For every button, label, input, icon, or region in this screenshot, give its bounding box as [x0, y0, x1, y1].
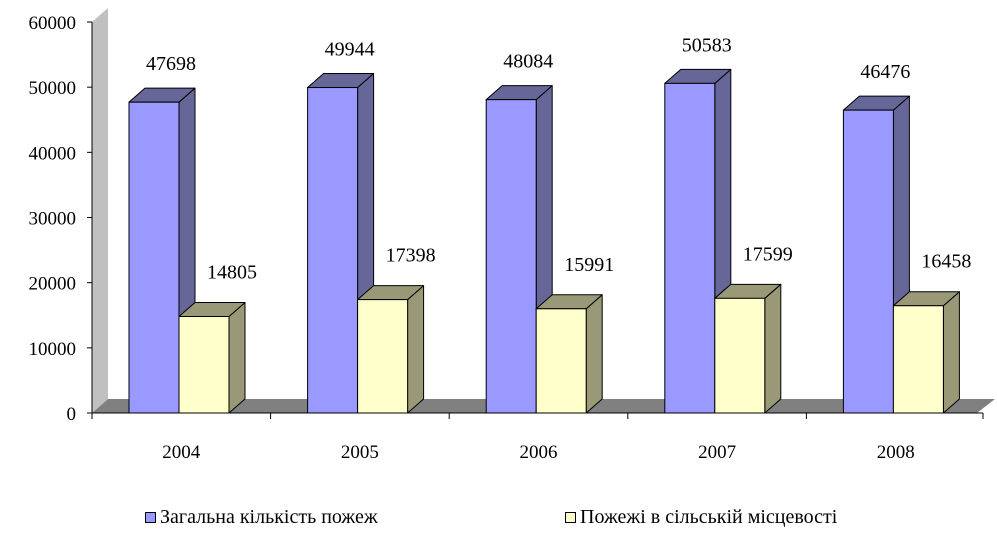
bar-front-face [178, 316, 230, 414]
data-label-total-fires: 47698 [146, 53, 196, 75]
chart-axes: 0 10000 20000 30000 40000 50000 60000 2004 2005 2… [29, 13, 984, 463]
data-label-total-fires: 49944 [325, 39, 375, 61]
bar-rural-fires-2007 [714, 283, 782, 414]
bar-front-face [357, 299, 409, 414]
x-tick-label: 2005 [341, 442, 379, 463]
y-tick-label: 60000 [29, 13, 77, 34]
data-label-rural-fires: 17398 [386, 245, 436, 267]
chart-labels: 47698 14805 49944 17398 48084 15991 50583 17599… [146, 34, 971, 283]
x-tick-label: 2007 [698, 442, 736, 463]
bar-front-face [714, 297, 766, 414]
x-tick-label: 2006 [520, 442, 558, 463]
data-label-rural-fires: 17599 [743, 243, 793, 265]
bar-front-face [842, 109, 894, 414]
x-tick-label: 2004 [162, 442, 201, 463]
y-tick-label: 10000 [29, 339, 77, 360]
bar-side-face [407, 285, 425, 414]
bar-front-face [892, 305, 944, 414]
bar-front-face [128, 101, 180, 414]
chart-bars [128, 68, 960, 414]
data-label-total-fires: 50583 [682, 34, 732, 56]
data-label-total-fires: 48084 [503, 51, 553, 73]
data-label-rural-fires: 16458 [921, 251, 971, 273]
side-wall [92, 8, 108, 413]
bar-side-face [228, 302, 246, 414]
data-label-rural-fires: 14805 [207, 262, 257, 284]
y-tick-label: 20000 [29, 274, 77, 295]
bar-front-face [664, 82, 716, 414]
bar-rural-fires-2005 [357, 285, 425, 414]
bar-rural-fires-2008 [892, 291, 960, 414]
y-tick-label: 50000 [29, 78, 77, 99]
legend-item-total-fires: Загальна кількість пожеж [145, 506, 378, 529]
bar-front-face [307, 87, 359, 414]
legend-swatch-total-fires [145, 512, 156, 523]
y-tick-label: 30000 [29, 209, 77, 230]
legend: Загальна кількість пожеж Пожежі в сільсь… [0, 506, 997, 534]
bar-rural-fires-2006 [535, 294, 603, 414]
bar-front-face [485, 99, 537, 414]
bar-rural-fires-2004 [178, 302, 246, 414]
bar-total-fires-2007 [664, 68, 732, 414]
bar-side-face [585, 294, 603, 414]
legend-label-total-fires: Загальна кількість пожеж [160, 506, 378, 528]
bar-side-face [764, 283, 782, 414]
y-tick-label: 0 [67, 404, 77, 425]
bar-side-face [942, 291, 960, 414]
data-label-total-fires: 46476 [860, 61, 910, 83]
y-tick-label: 40000 [29, 143, 77, 164]
legend-item-rural-fires: Пожежі в сільській місцевості [565, 506, 837, 529]
bar-front-face [535, 308, 587, 414]
x-tick-label: 2008 [877, 442, 915, 463]
data-label-rural-fires: 15991 [564, 254, 614, 276]
legend-swatch-rural-fires [565, 512, 576, 523]
legend-label-rural-fires: Пожежі в сільській місцевості [580, 506, 838, 528]
